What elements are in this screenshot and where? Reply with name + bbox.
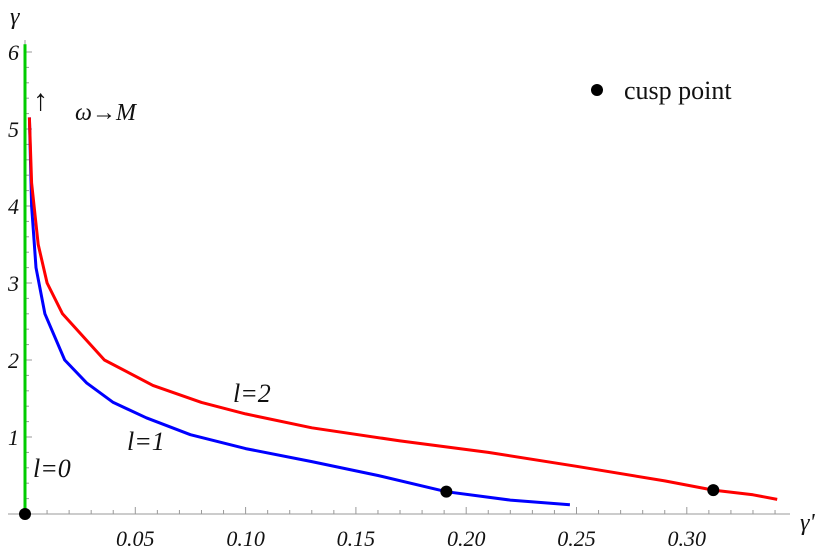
series [23,44,778,514]
omega-annotation: ω→M [75,100,138,126]
legend-label: cusp point [624,76,732,105]
y-tick-label: 2 [8,348,19,373]
y-tick-label: 4 [8,194,19,219]
label-l2: l=2 [233,379,271,408]
x-tick-label: 0.30 [668,526,707,551]
series-l1 [27,117,571,507]
y-tick-label: 5 [8,117,19,142]
arrow-up-icon: ↑ [33,84,48,117]
x-axis-title: γ' [800,510,815,536]
x-tick-label: 0.10 [226,526,265,551]
x-tick-label: 0.15 [337,526,376,551]
label-l1: l=1 [127,427,165,456]
cusp-point [707,484,720,497]
y-tick-label: 6 [8,40,19,65]
cusp-points [19,484,720,520]
legend: cusp point [591,76,732,105]
axes: 0.05 0.10 0.15 0.20 0.25 0.30 1 2 3 4 5 6 [7,40,790,551]
x-tick-label: 0.25 [557,526,596,551]
y-axis-title: γ [10,4,20,30]
x-tick-label: 0.20 [447,526,486,551]
legend-marker [591,84,603,96]
y-tick-label: 1 [8,425,19,450]
y-tick-label: 3 [7,271,19,296]
label-l0: l=0 [33,454,71,483]
series-l2 [27,117,778,501]
cusp-point [440,485,453,498]
x-tick-label: 0.05 [116,526,155,551]
cusp-point [19,508,31,520]
